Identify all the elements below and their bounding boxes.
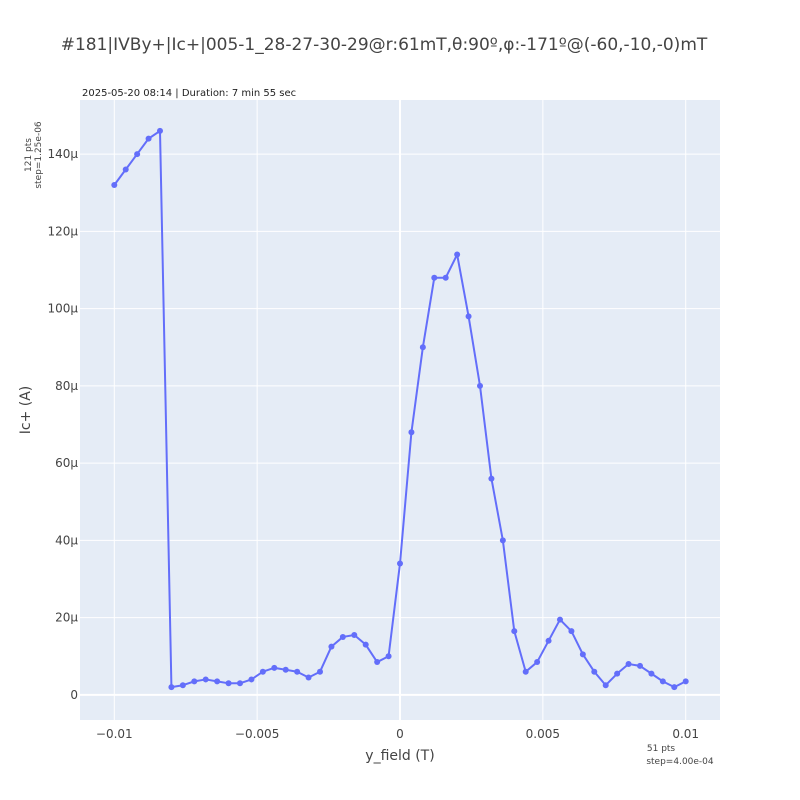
data-point — [385, 653, 392, 660]
data-point — [362, 641, 369, 648]
y-annotation-step: step=1.25e-06 — [34, 121, 44, 189]
data-point — [602, 682, 609, 689]
chart-title: #181|IVBy+|Ic+|005-1_28-27-30-29@r:61mT,… — [61, 35, 708, 55]
y-tick-label: 40μ — [55, 533, 78, 547]
data-point — [214, 678, 221, 685]
data-point — [294, 668, 301, 675]
x-tick-label: 0.01 — [672, 727, 699, 741]
y-tick-label: 140μ — [47, 147, 78, 161]
data-point — [682, 678, 689, 685]
y-tick-label: 80μ — [55, 379, 78, 393]
x-annotation-step: step=4.00e-04 — [646, 757, 714, 767]
data-point — [248, 676, 255, 683]
data-point — [145, 135, 152, 142]
data-point — [328, 643, 335, 650]
data-point — [168, 684, 175, 691]
data-point — [408, 429, 415, 436]
data-point — [202, 676, 209, 683]
data-point — [339, 633, 346, 640]
data-point — [477, 382, 483, 389]
data-point — [157, 127, 163, 134]
y-tick-label: 100μ — [47, 302, 78, 316]
data-point — [614, 670, 621, 677]
data-point — [625, 660, 632, 667]
data-point — [225, 680, 232, 687]
chart-subtitle: 2025-05-20 08:14 | Duration: 7 min 55 se… — [82, 88, 296, 99]
data-point — [659, 678, 666, 685]
data-point — [271, 664, 278, 671]
data-point — [534, 659, 541, 666]
data-point — [637, 662, 643, 669]
x-tick-labels: −0.01 −0.005 0 0.005 0.01 — [96, 727, 699, 741]
x-axis-title: y_field (T) — [365, 748, 434, 764]
data-point — [499, 537, 506, 544]
data-point — [282, 666, 289, 673]
y-annotation-points: 121 pts — [24, 138, 34, 172]
data-point — [522, 668, 529, 675]
data-point — [134, 151, 141, 158]
data-point — [179, 682, 186, 689]
data-point — [442, 274, 449, 281]
data-point — [545, 637, 552, 644]
y-annotation: 121 pts step=1.25e-06 — [24, 121, 44, 189]
data-point — [568, 628, 575, 635]
data-point — [671, 684, 678, 691]
data-point — [465, 313, 472, 320]
x-tick-label: 0.005 — [526, 727, 560, 741]
y-tick-label: 0 — [70, 688, 78, 702]
y-tick-label: 20μ — [55, 611, 78, 625]
x-tick-label: −0.005 — [235, 727, 279, 741]
data-point — [191, 678, 198, 685]
data-point — [305, 674, 312, 681]
data-point — [374, 659, 381, 666]
data-point — [579, 651, 586, 658]
data-point — [591, 668, 598, 675]
data-point — [111, 181, 118, 188]
data-point — [237, 680, 243, 687]
data-point — [397, 560, 403, 567]
y-tick-labels: 0 20μ 40μ 60μ 80μ 100μ 120μ 140μ — [47, 147, 78, 702]
y-gridlines — [80, 153, 720, 696]
data-point — [351, 632, 358, 639]
data-point — [488, 475, 495, 482]
x-annotation-points: 51 pts — [647, 744, 676, 754]
data-point — [431, 274, 438, 281]
x-tick-label: 0 — [396, 727, 404, 741]
x-tick-label: −0.01 — [96, 727, 133, 741]
data-point — [317, 668, 323, 675]
data-point — [122, 166, 129, 173]
data-point — [259, 668, 266, 675]
data-point — [454, 251, 461, 258]
data-point — [419, 344, 426, 351]
data-point — [511, 628, 518, 635]
y-tick-label: 60μ — [55, 456, 78, 470]
series-layer — [111, 127, 689, 691]
x-gridlines — [113, 100, 687, 720]
data-point — [648, 670, 655, 677]
data-point — [557, 616, 563, 623]
y-tick-label: 120μ — [47, 224, 78, 238]
y-axis-title: Ic+ (A) — [18, 386, 34, 435]
